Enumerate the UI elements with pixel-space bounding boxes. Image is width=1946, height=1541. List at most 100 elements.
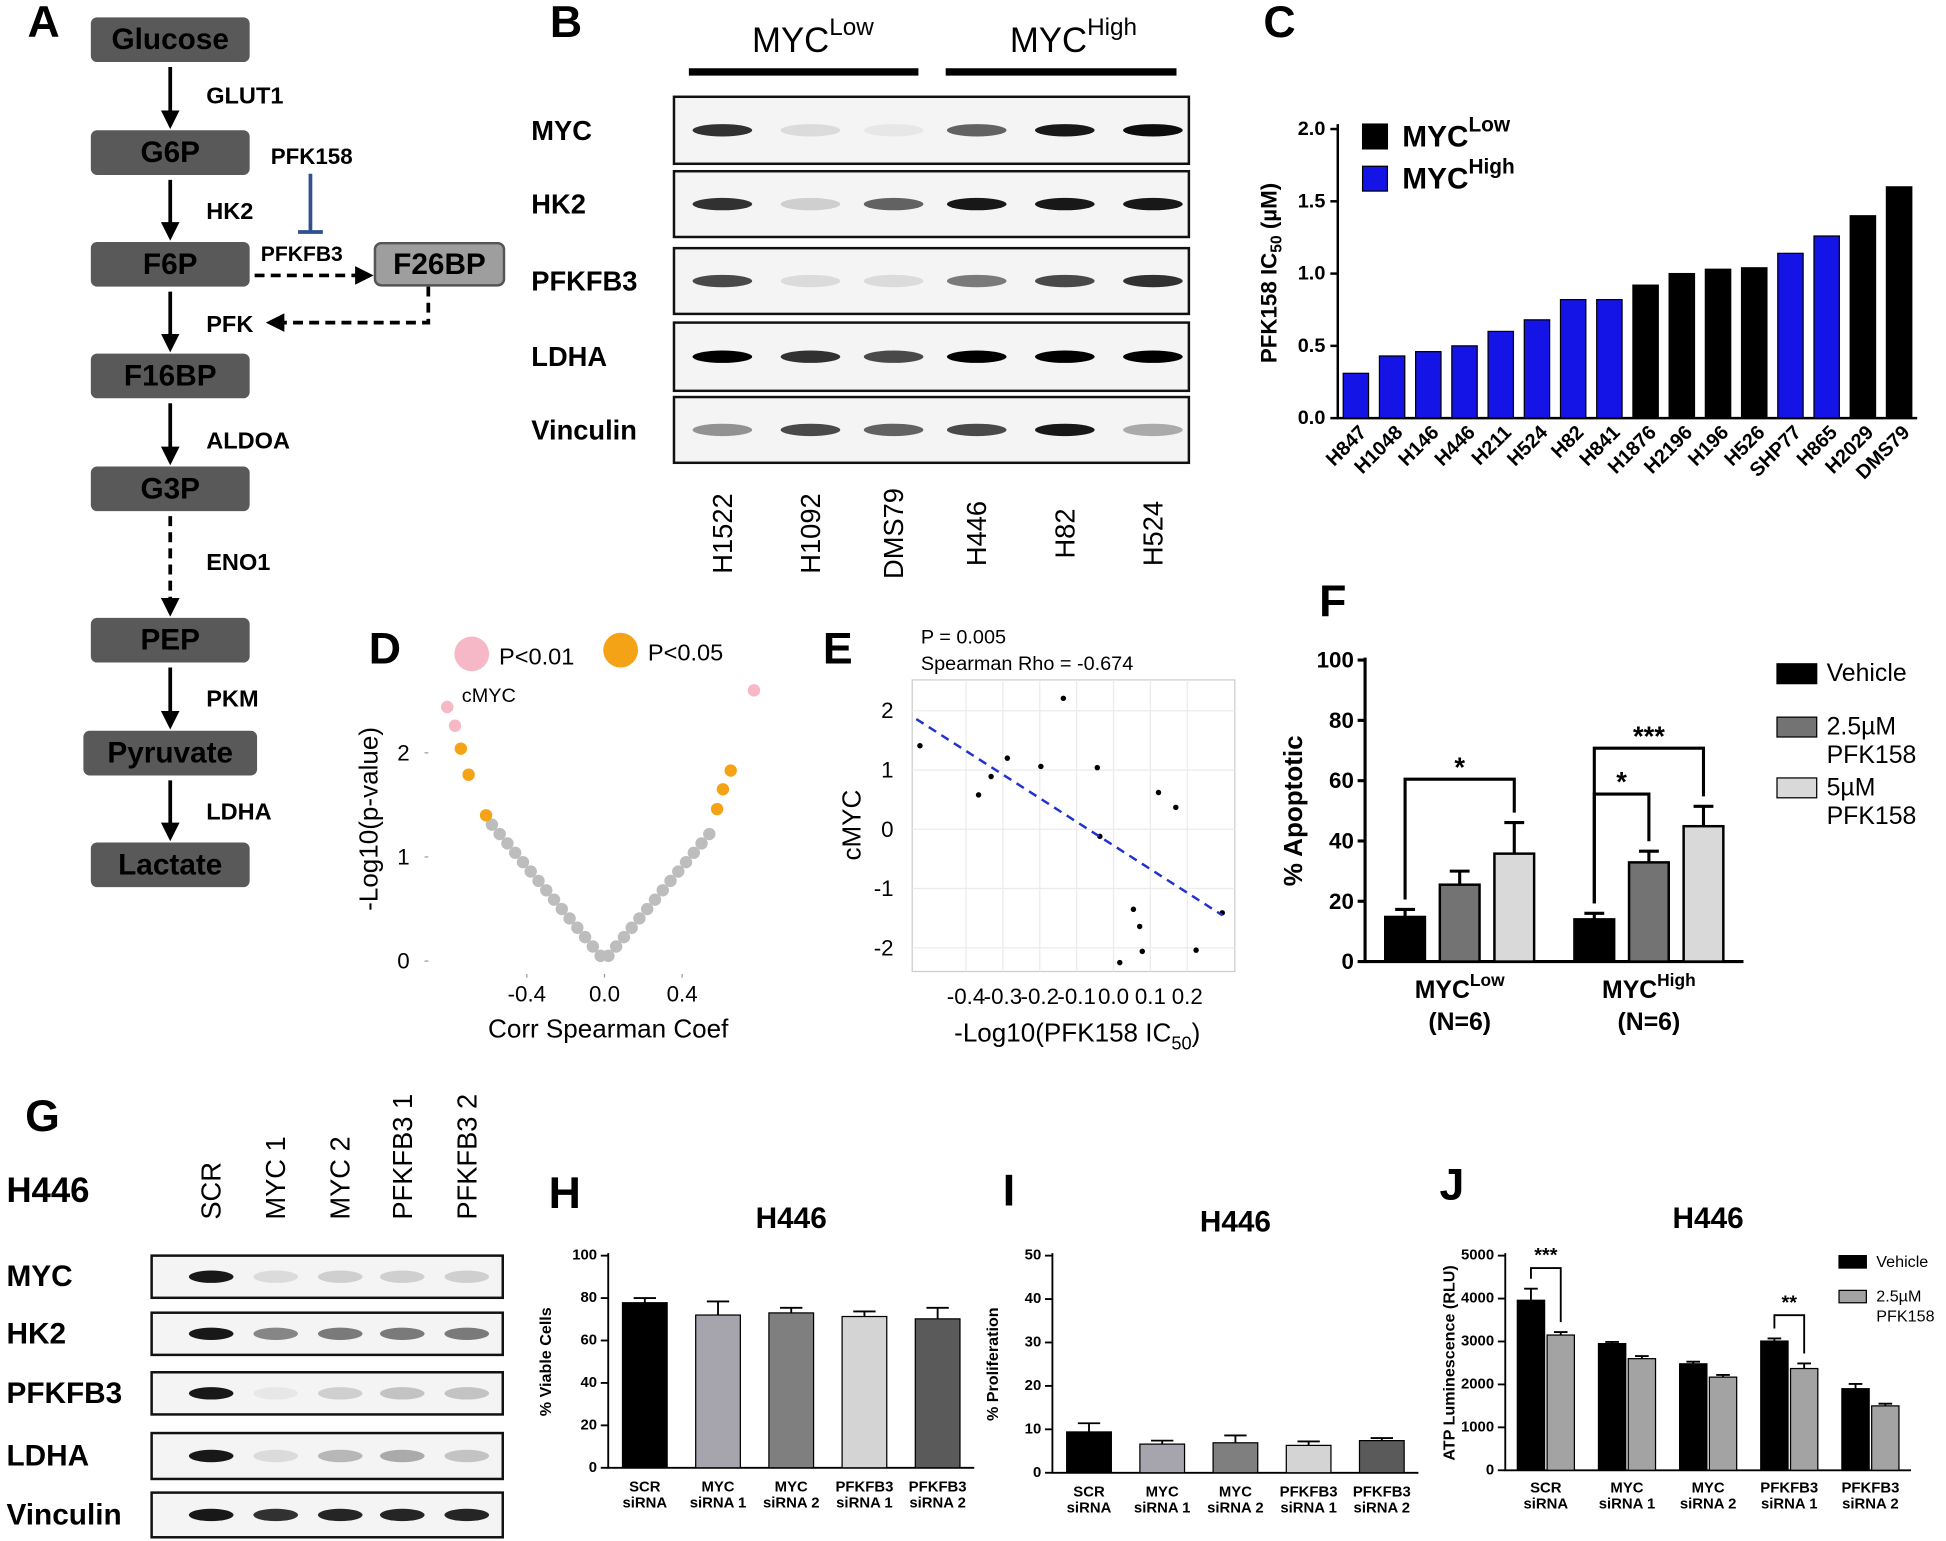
panel-label: E [823, 624, 853, 673]
point [508, 846, 522, 859]
bar [695, 1314, 741, 1469]
legend-swatch [1838, 1289, 1867, 1304]
bar [1342, 372, 1370, 419]
plot-frame [911, 679, 1236, 973]
blot-band [379, 1449, 425, 1463]
blot-row-label: HK2 [531, 189, 586, 220]
blot-row-label: Vinculin [6, 1498, 121, 1531]
pathway-node-label: Pyruvate [107, 737, 233, 770]
point [540, 884, 553, 897]
pathway-node-label: PEP [140, 624, 200, 657]
y-tick-label: 50 [1025, 1248, 1042, 1264]
y-tick-label: 1000 [1461, 1419, 1494, 1435]
x-tick-label-box: PFKFB3 siRNA 2 [1353, 1484, 1411, 1516]
significance-label: * [1454, 751, 1465, 782]
fit-line [915, 717, 1223, 917]
point [532, 874, 545, 888]
pathway-node-label: Glucose [112, 23, 229, 56]
x-tick-label: MYC siRNA 1 [1598, 1480, 1656, 1513]
blot-band [863, 197, 924, 211]
y-tick-label: 2.0 [1298, 118, 1326, 140]
blot-band [1035, 423, 1095, 437]
legend-label: Vehicle [1826, 660, 1907, 688]
bar [1285, 1444, 1332, 1474]
blot-band [444, 1387, 490, 1400]
error-bar [1848, 1383, 1863, 1389]
x-tick-label-part: High [1657, 970, 1696, 990]
point [724, 764, 737, 777]
legend-label: P<0.01 [499, 643, 574, 669]
y-tick-label: 30 [1025, 1334, 1042, 1350]
x-tick-label: -0.1 [1057, 984, 1095, 1009]
point [586, 940, 600, 953]
legend-swatch [454, 636, 490, 672]
y-tick-label: 40 [1025, 1291, 1042, 1307]
y-tick-label: 2000 [1461, 1376, 1494, 1392]
lane-label: PFKFB3 2 [451, 1094, 482, 1220]
point [462, 768, 475, 781]
x-tick-label-box: MYC siRNA 2 [1207, 1484, 1264, 1516]
bar [1451, 345, 1478, 419]
error-bar [1605, 1340, 1619, 1344]
x-axis-label-part: 50 [1171, 1032, 1191, 1053]
bar [1740, 267, 1768, 419]
bar [1668, 272, 1696, 419]
blot-frame [672, 95, 1191, 166]
pathway-node-label: Lactate [118, 848, 222, 881]
pathway-node [90, 241, 250, 287]
lane-label: H82 [1049, 508, 1080, 558]
panel-label: I [1003, 1167, 1015, 1216]
y-axis-label-part: PFK158 IC [1256, 253, 1281, 363]
significance-label: *** [1633, 720, 1665, 751]
point [617, 930, 631, 944]
point [1173, 804, 1179, 811]
blot-band [863, 124, 924, 137]
blot-band [253, 1327, 299, 1340]
legend-label: MYCLow [1402, 113, 1511, 153]
blot-band [780, 124, 841, 137]
x-tick-label-box: PFKFB3 siRNA 2 [1841, 1480, 1899, 1512]
point [672, 865, 685, 878]
error-bar [926, 1306, 949, 1319]
pathway-arrow [265, 286, 431, 332]
blot-band [253, 1508, 299, 1522]
x-tick-label-box: MYC siRNA 1 [690, 1479, 747, 1511]
x-tick-label: 0.0 [1098, 984, 1129, 1009]
point [493, 827, 506, 841]
point [602, 949, 615, 963]
y-tick-label: 4000 [1461, 1291, 1494, 1307]
x-tick-label-box: PFKFB3 siRNA 2 [908, 1478, 967, 1512]
panel-label: H [549, 1169, 581, 1218]
point [648, 893, 662, 906]
group-label: MYCLow [752, 14, 874, 60]
annotation: P = 0.005 [921, 627, 1006, 649]
y-tick-label: 0 [397, 949, 409, 974]
x-tick-label-box: SCR siRNA [1067, 1484, 1112, 1516]
point [1117, 959, 1123, 966]
error-bar [1638, 849, 1659, 863]
error-bar [1151, 1439, 1174, 1445]
y-tick-label: 2 [881, 698, 893, 723]
legend-label-box: Vehicle [1876, 1251, 1929, 1271]
legend-label: Vehicle [1876, 1251, 1929, 1271]
significance-bracket [1592, 792, 1651, 904]
point [454, 742, 468, 755]
x-tick-label: PFKFB3 siRNA 2 [908, 1478, 967, 1512]
point [516, 855, 530, 869]
pathway-node-label: G6P [140, 136, 200, 169]
y-tick-label: -2 [874, 935, 894, 960]
x-tick-label: -0.3 [984, 984, 1022, 1009]
point [710, 802, 724, 816]
y-tick-label: 40 [1329, 828, 1354, 853]
y-axis-label: % Proliferation [984, 1307, 1002, 1421]
y-tick-label: -1 [874, 876, 894, 901]
blot-band [692, 423, 753, 437]
blot-row-label: LDHA [6, 1440, 89, 1473]
lane-label: SCR [196, 1162, 227, 1220]
blot-band [444, 1508, 490, 1522]
pathway-node-label: F26BP [393, 248, 486, 281]
point [609, 940, 623, 953]
enzyme-label: GLUT1 [206, 83, 283, 109]
bar [1523, 319, 1551, 419]
